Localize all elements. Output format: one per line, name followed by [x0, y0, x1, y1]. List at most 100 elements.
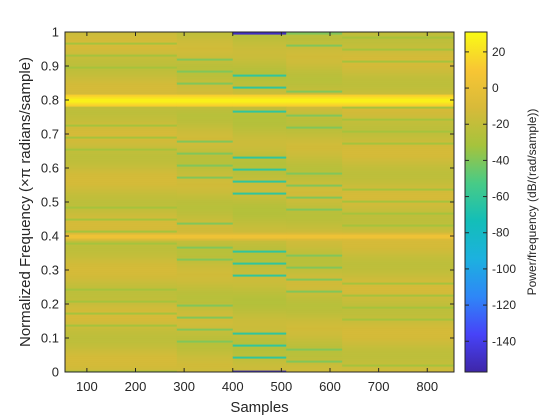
heatmap-cell	[232, 56, 287, 59]
colorbar	[465, 32, 487, 372]
heatmap-cell	[286, 304, 343, 307]
heatmap-cell	[176, 56, 234, 59]
heatmap-cell	[232, 128, 287, 131]
heatmap-cell	[342, 330, 454, 333]
heatmap-cell	[65, 246, 178, 249]
heatmap-cell	[232, 70, 287, 73]
heatmap-cell	[286, 272, 343, 275]
heatmap-cell	[342, 108, 454, 111]
heatmap-cell	[176, 196, 234, 199]
heatmap-cell	[286, 162, 343, 165]
heatmap-cell	[176, 128, 234, 131]
heatmap-cell	[286, 42, 343, 45]
heatmap-cell	[232, 238, 287, 241]
heatmap-cell	[342, 154, 454, 157]
heatmap-cell	[342, 204, 454, 207]
heatmap-cell	[286, 44, 343, 47]
heatmap-cell	[65, 100, 178, 103]
colorbar-tick-label: -20	[492, 117, 510, 131]
x-tick-label: 200	[125, 379, 147, 394]
heatmap-cell	[232, 98, 287, 101]
heatmap-cell	[232, 314, 287, 317]
heatmap-cell	[286, 32, 343, 35]
heatmap-cell	[176, 316, 234, 319]
heatmap-cell	[232, 60, 287, 63]
heatmap-cell	[286, 252, 343, 255]
heatmap-cell	[176, 300, 234, 303]
heatmap-cell	[176, 338, 234, 341]
heatmap-cell	[342, 354, 454, 357]
heatmap-cell	[232, 214, 287, 217]
heatmap-cell	[342, 336, 454, 339]
heatmap-cell	[342, 342, 454, 345]
heatmap-cell	[65, 158, 178, 161]
heatmap-cell	[232, 50, 287, 53]
heatmap-cell	[176, 346, 234, 349]
heatmap-cell	[342, 332, 454, 335]
heatmap-cell	[286, 368, 343, 371]
heatmap-image	[65, 32, 454, 372]
heatmap-cell	[286, 104, 343, 107]
heatmap-cell	[65, 316, 178, 319]
heatmap-cell	[342, 156, 454, 159]
heatmap-cell	[65, 330, 178, 333]
heatmap-cell	[65, 234, 178, 237]
heatmap-cell	[232, 114, 287, 117]
heatmap-cell	[176, 248, 234, 251]
heatmap-cell	[232, 130, 287, 133]
heatmap-cell	[176, 164, 234, 167]
heatmap-cell	[342, 188, 454, 191]
heatmap-cell	[286, 94, 343, 97]
heatmap-cell	[65, 108, 178, 111]
heatmap-cell	[286, 342, 343, 345]
heatmap-cell	[342, 338, 454, 341]
heatmap-cell	[342, 146, 454, 149]
heatmap-cell	[65, 342, 178, 345]
heatmap-cell	[286, 146, 343, 149]
heatmap-cell	[65, 78, 178, 81]
colorbar-border	[464, 31, 488, 373]
heatmap-cell	[342, 40, 454, 43]
heatmap-cell	[286, 230, 343, 233]
heatmap-cell	[342, 112, 454, 115]
heatmap-cell	[286, 136, 343, 139]
heatmap-cell	[65, 160, 178, 163]
heatmap-cell	[286, 108, 343, 111]
heatmap-cell	[342, 230, 454, 233]
heatmap-cell	[286, 166, 343, 169]
heatmap-cell	[65, 178, 178, 181]
heatmap-cell	[232, 166, 287, 169]
heatmap-cell	[286, 106, 343, 109]
heatmap-cell	[65, 324, 178, 327]
heatmap-cell	[342, 100, 454, 103]
heatmap-cell	[176, 246, 234, 249]
heatmap-cell	[232, 256, 287, 259]
heatmap-cell	[65, 336, 178, 339]
heatmap-cell	[232, 196, 287, 199]
heatmap-cell	[65, 222, 178, 225]
heatmap-cell	[342, 44, 454, 47]
heatmap-cell	[232, 224, 287, 227]
heatmap-cell	[65, 306, 178, 309]
heatmap-cell	[342, 160, 454, 163]
heatmap-cell	[286, 84, 343, 87]
heatmap-cell	[65, 92, 178, 95]
heatmap-cell	[176, 152, 234, 155]
colorbar-tick-label: -100	[492, 262, 516, 276]
heatmap-cell	[65, 200, 178, 203]
heatmap-cell	[176, 220, 234, 223]
heatmap-cell	[176, 44, 234, 47]
heatmap-cell	[342, 306, 454, 309]
heatmap-cell	[65, 356, 178, 359]
heatmap-cell	[342, 350, 454, 353]
heatmap-cell	[342, 168, 454, 171]
heatmap-cell	[65, 154, 178, 157]
heatmap-cell	[176, 86, 234, 89]
heatmap-cell	[286, 360, 343, 363]
heatmap-cell	[65, 96, 178, 99]
heatmap-cell	[232, 140, 287, 143]
heatmap-cell	[342, 234, 454, 237]
heatmap-cell	[176, 52, 234, 55]
heatmap-cell	[232, 352, 287, 355]
